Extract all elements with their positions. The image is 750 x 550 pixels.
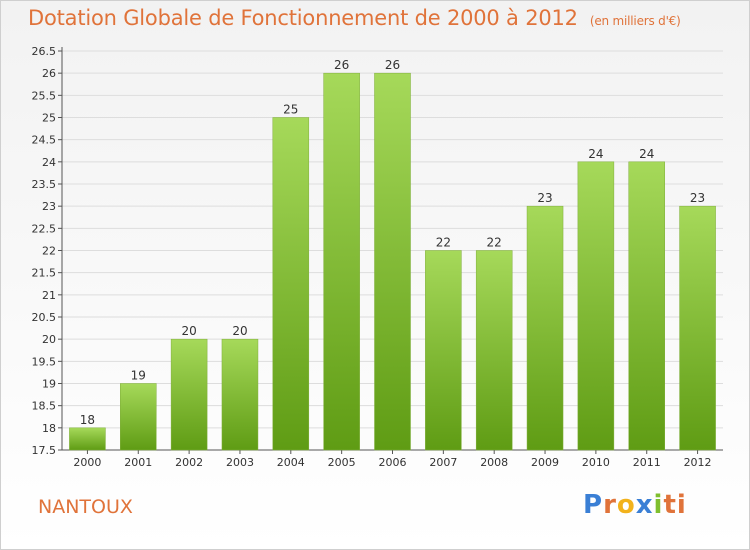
bar-value-label: 20: [232, 324, 247, 338]
x-tick-label: 2012: [684, 456, 712, 469]
bar: [69, 427, 106, 451]
y-tick-label: 21.5: [32, 267, 57, 280]
y-tick-label: 22.5: [32, 222, 57, 235]
bar: [679, 205, 716, 451]
bar: [221, 338, 259, 451]
x-tick-label: 2009: [531, 456, 559, 469]
bar: [323, 72, 360, 451]
y-tick-label: 22: [42, 245, 56, 258]
bar: [526, 205, 564, 451]
logo-letter: r: [603, 490, 617, 520]
bar-value-label: 18: [80, 413, 95, 427]
bar: [475, 250, 513, 451]
x-tick-label: 2011: [633, 456, 661, 469]
x-tick-label: 2002: [175, 456, 203, 469]
y-tick-label: 23: [42, 200, 56, 213]
y-tick-label: 25: [42, 112, 56, 125]
x-tick-label: 2003: [226, 456, 254, 469]
bar: [272, 117, 310, 451]
bars: [69, 72, 716, 451]
x-tick-label: 2004: [277, 456, 305, 469]
logo-letter: P: [583, 490, 604, 520]
y-tick-label: 18.5: [32, 400, 57, 413]
x-tick-label: 2000: [73, 456, 101, 469]
data-labels: 18 19 20 20 25 26 26 22 22 23 24 24 23: [80, 58, 705, 427]
bar-value-label: 20: [181, 324, 196, 338]
bar-value-label: 23: [537, 191, 552, 205]
bar: [374, 72, 411, 451]
bar: [577, 161, 615, 451]
chart-title: Dotation Globale de Fonctionnement de 20…: [28, 6, 681, 30]
proxiti-logo: Proxiti: [583, 490, 687, 520]
bar: [120, 383, 157, 451]
y-tick-label: 18: [42, 422, 56, 435]
logo-letter: ti: [663, 490, 687, 520]
y-tick-label: 17.5: [32, 444, 57, 457]
y-tick-label: 26: [42, 67, 56, 80]
y-tick-label: 26.5: [32, 45, 57, 58]
bar-value-label: 23: [690, 191, 705, 205]
y-tick-label: 24: [42, 156, 56, 169]
x-tick-labels: 2000 2001 2002 2003 2004 2005 2006 2007 2008 2009…: [73, 456, 711, 469]
x-tick-label: 2008: [480, 456, 508, 469]
logo-letter: x: [635, 490, 654, 520]
logo-letter: o: [616, 490, 636, 520]
commune-name: NANTOUX: [38, 496, 133, 518]
y-tick-label: 21: [42, 289, 56, 302]
x-tick-label: 2007: [429, 456, 457, 469]
x-tick-label: 2001: [124, 456, 152, 469]
bar-value-label: 22: [436, 236, 451, 250]
bar: [628, 161, 665, 451]
y-tick-labels: 17.5 18 18.5 19 19.5 20 20.5 21 21.5 22 22.5 23 23.5…: [32, 45, 57, 457]
bar-value-label: 24: [639, 147, 654, 161]
bar-value-label: 22: [487, 236, 502, 250]
chart-unit: (en milliers d'€): [589, 14, 681, 28]
y-tick-label: 20: [42, 333, 56, 346]
logo-letter: i: [653, 490, 664, 520]
bar: [170, 338, 208, 451]
y-tick-label: 23.5: [32, 178, 57, 191]
y-tick-label: 25.5: [32, 89, 57, 102]
y-tick-label: 19.5: [32, 355, 57, 368]
bar-value-label: 19: [131, 369, 146, 383]
bar: [425, 250, 462, 451]
chart-title-text: Dotation Globale de Fonctionnement de 20…: [28, 6, 578, 30]
bar-value-label: 24: [588, 147, 603, 161]
y-tick-label: 20.5: [32, 311, 57, 324]
y-tick-label: 19: [42, 378, 56, 391]
bar-value-label: 26: [385, 58, 400, 72]
bar-value-label: 25: [283, 103, 298, 117]
x-tick-label: 2005: [328, 456, 356, 469]
y-tick-label: 24.5: [32, 134, 57, 147]
x-tick-label: 2010: [582, 456, 610, 469]
bar-value-label: 26: [334, 58, 349, 72]
x-tick-label: 2006: [379, 456, 407, 469]
